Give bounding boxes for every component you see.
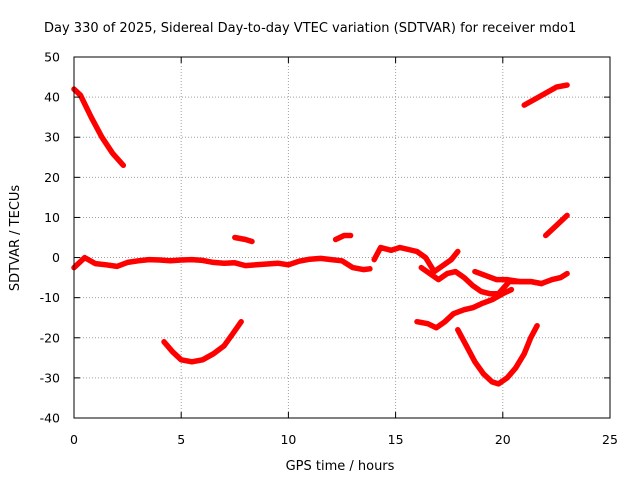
series-trace-6 [371,244,461,275]
series-trace-10 [455,322,540,387]
y-tick-label: -20 [40,330,60,345]
y-tick-label: 20 [44,170,60,185]
series-trace-4 [71,254,373,273]
x-tick-labels: 0 5 10 15 20 25 [70,432,618,447]
series-trace-5 [332,232,354,243]
x-tick-label: 5 [177,432,185,447]
series-trace-12 [542,212,570,239]
y-axis-label: SDTVAR / TECUs [8,185,23,292]
ticks [73,56,611,419]
series-trace-11 [521,82,570,108]
y-tick-label: 10 [44,210,60,225]
x-tick-label: 25 [602,432,618,447]
plot-frame [73,56,611,419]
y-tick-label: 30 [44,130,60,145]
x-tick-label: 0 [70,432,78,447]
x-axis-label: GPS time / hours [286,459,395,474]
chart-title: Day 330 of 2025, Sidereal Day-to-day VTE… [44,21,576,36]
series-trace-9 [414,286,515,331]
series-trace-7 [418,264,570,297]
series-trace-2 [161,318,244,365]
grid [74,57,610,418]
series-group [71,82,570,387]
x-tick-label: 10 [280,432,296,447]
y-tick-label: -30 [40,370,60,385]
y-tick-label: -10 [40,290,60,305]
y-tick-label: 0 [52,250,60,265]
series-trace-3 [232,234,255,245]
y-tick-label: 50 [44,50,60,65]
y-tick-label: 40 [44,90,60,105]
y-tick-labels: 50 40 30 20 10 0 -10 -20 -30 -40 [40,50,60,426]
x-tick-label: 20 [495,432,511,447]
series-trace-8 [472,268,545,287]
y-tick-label: -40 [40,411,60,426]
x-tick-label: 15 [388,432,404,447]
series-trace-1 [71,86,127,169]
